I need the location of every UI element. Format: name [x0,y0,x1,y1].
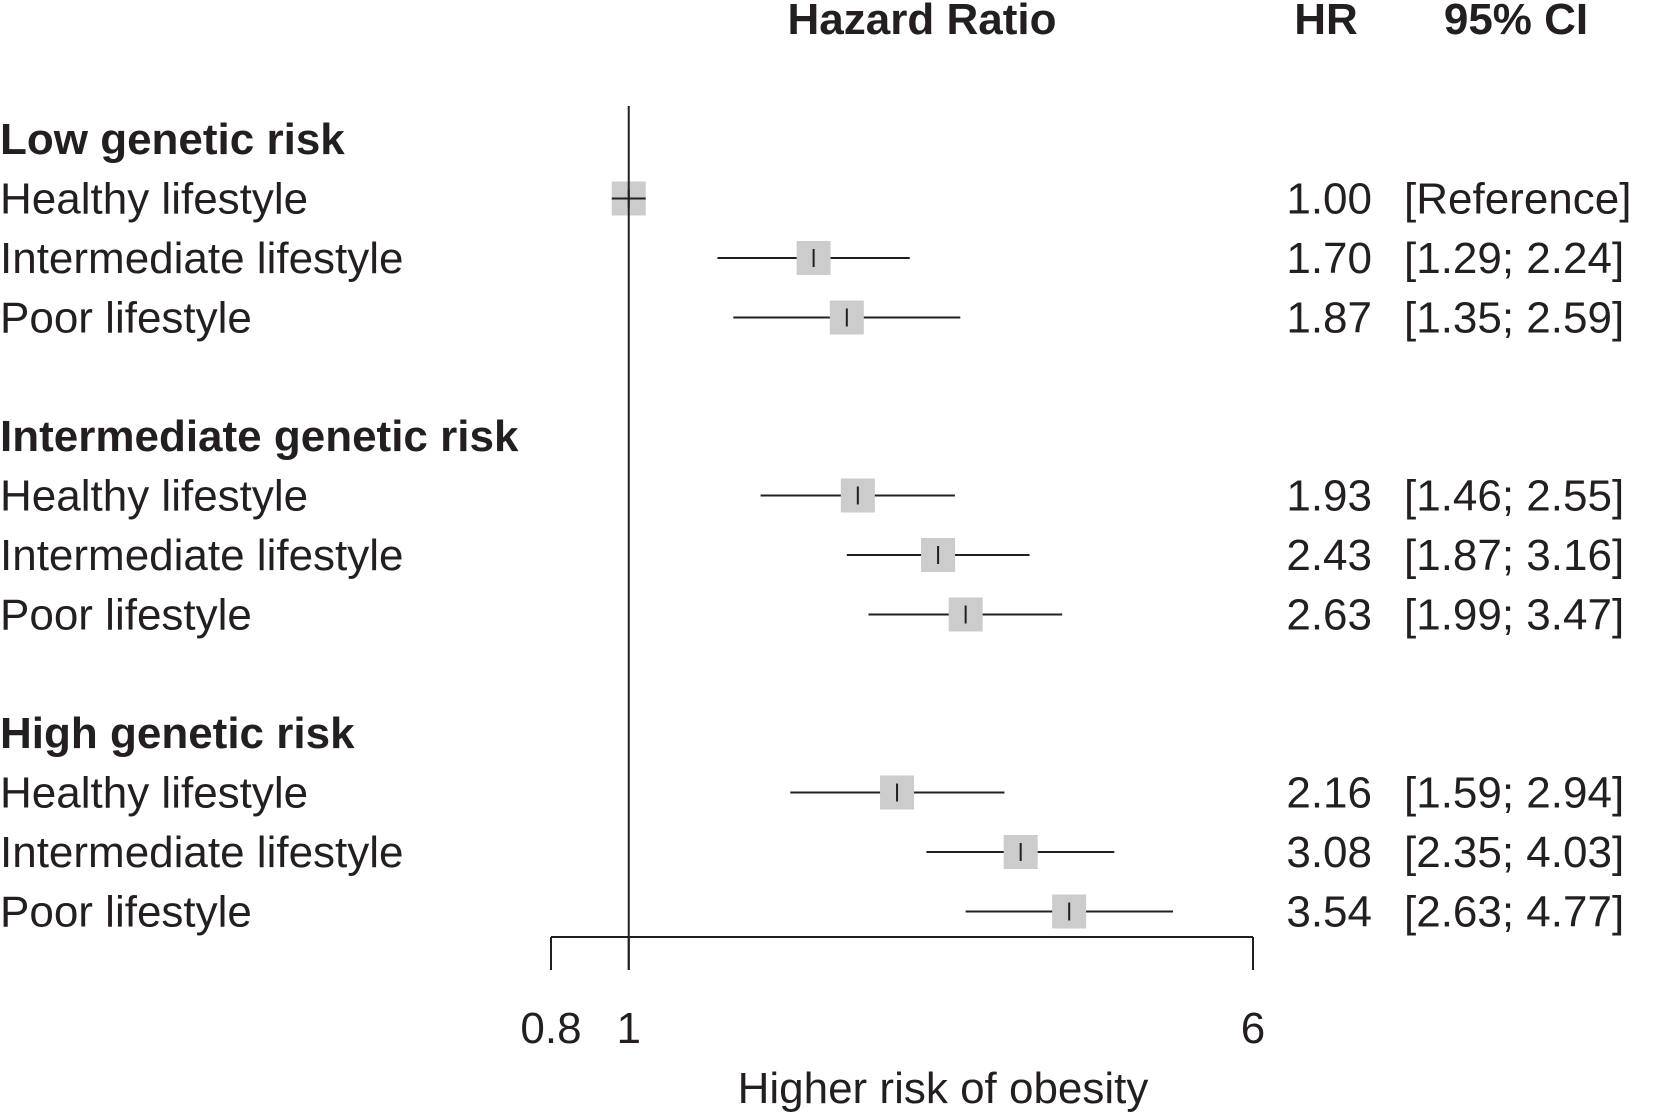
x-axis-label: Higher risk of obesity [738,1064,1149,1113]
x-tick-label: 1 [617,1004,641,1053]
hr-value: 3.08 [1286,828,1372,877]
x-axis: 0.8 1 6 [520,936,1265,1053]
row-label: Intermediate lifestyle [0,828,404,877]
ci-value: [1.99; 3.47] [1404,591,1624,640]
ci-value: [2.63; 4.77] [1404,888,1624,937]
group-title: Intermediate genetic risk [0,412,519,461]
row-label: Poor lifestyle [0,591,252,640]
x-tick-label: 0.8 [520,1004,581,1053]
ci-value: [1.35; 2.59] [1404,294,1624,343]
row-label: Intermediate lifestyle [0,531,404,580]
hr-value: 1.00 [1286,175,1372,224]
row-label: Healthy lifestyle [0,472,308,521]
group-title: Low genetic risk [0,115,345,164]
ci-value: [2.35; 4.03] [1404,828,1624,877]
header-hr: HR [1294,0,1358,44]
ci-value: [1.29; 2.24] [1404,234,1624,283]
hr-value: 2.43 [1286,531,1372,580]
row-label: Healthy lifestyle [0,769,308,818]
hr-value: 2.63 [1286,591,1372,640]
row-label: Poor lifestyle [0,888,252,937]
header-hazard-ratio: Hazard Ratio [788,0,1057,44]
row-label: Poor lifestyle [0,294,252,343]
hr-value: 2.16 [1286,769,1372,818]
hr-value: 3.54 [1286,888,1372,937]
x-tick-label: 6 [1241,1004,1265,1053]
group-title: High genetic risk [0,709,355,758]
ci-value: [1.59; 2.94] [1404,769,1624,818]
ci-value: [1.87; 3.16] [1404,531,1624,580]
hr-value: 1.87 [1286,294,1372,343]
hr-value: 1.70 [1286,234,1372,283]
ci-value: [1.46; 2.55] [1404,472,1624,521]
header-95-ci: 95% CI [1444,0,1588,44]
ci-value: [Reference] [1404,175,1631,224]
row-label: Intermediate lifestyle [0,234,404,283]
row-label: Healthy lifestyle [0,175,308,224]
hr-value: 1.93 [1286,472,1372,521]
rows-layer: Low genetic risk Healthy lifestyle 1.00 [Re… [0,115,1631,937]
